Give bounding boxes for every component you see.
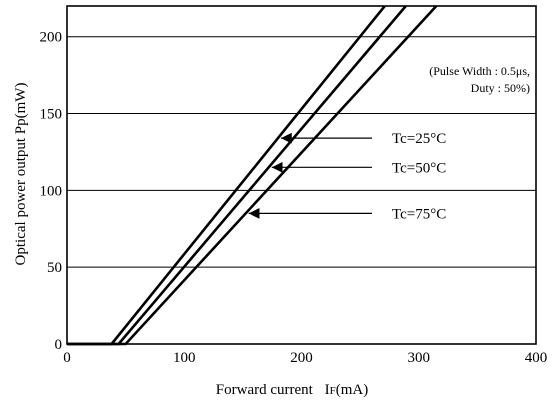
grid-lines (67, 36, 536, 268)
x-tick-100: 100 (173, 350, 196, 366)
series-annotations: Tc=25°C Tc=50°C Tc=75°C (248, 131, 446, 222)
series-lines (67, 5, 438, 346)
y-tick-200: 200 (40, 30, 63, 46)
series-line-1 (67, 5, 386, 346)
x-tick-400: 400 (525, 350, 548, 366)
annotation-label-2: Tc=50°C (392, 160, 446, 176)
x-axis-label: Forward current IF(mA) (216, 382, 368, 398)
x-axis-label-sub: F (330, 385, 336, 397)
y-tick-labels: 0 50 100 150 200 (40, 30, 63, 353)
y-tick-0: 0 (55, 337, 63, 353)
y-tick-150: 150 (40, 107, 63, 123)
series-line-3 (67, 5, 438, 346)
x-tick-0: 0 (63, 350, 71, 366)
pulse-note-line1: (Pulse Width : 0.5μs, (429, 64, 530, 78)
annotation-label-1: Tc=25°C (392, 131, 446, 147)
x-tick-300: 300 (408, 350, 431, 366)
pulse-note-line2: Duty : 50%) (471, 81, 530, 95)
series-line-2 (67, 5, 407, 346)
y-tick-100: 100 (40, 183, 63, 199)
annotation-label-3: Tc=75°C (392, 206, 446, 222)
x-axis-label-unit: (mA) (336, 382, 369, 398)
x-axis-label-symbol: I (325, 382, 330, 398)
x-tick-200: 200 (290, 350, 313, 366)
plot-frame (66, 5, 537, 345)
x-axis-label-main: Forward current (216, 382, 314, 398)
x-tick-labels: 0 100 200 300 400 (63, 350, 547, 366)
y-tick-50: 50 (47, 260, 62, 276)
y-axis-label: Optical power output Pp(mW) (13, 83, 29, 266)
